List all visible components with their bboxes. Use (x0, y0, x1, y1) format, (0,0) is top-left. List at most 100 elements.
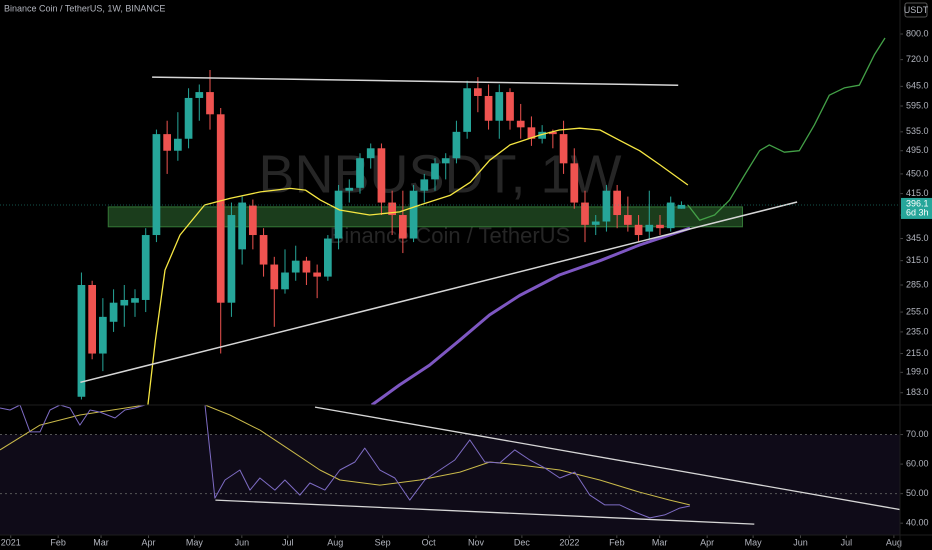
x-tick-label: Feb (50, 537, 66, 547)
x-tick-label: Sep (375, 537, 391, 547)
candle-body (602, 190, 611, 222)
candle-body (313, 272, 321, 277)
y-tick-label: 345.0 (906, 233, 929, 243)
candle-body (570, 163, 579, 203)
axes: 800.0 720.0 645.0 595.0 535.0 495.0 450.0 415.0… (1, 28, 932, 547)
overlay-line (370, 226, 691, 405)
candle-body (302, 260, 311, 273)
rsi-trendline (215, 499, 755, 525)
rsi-trendline (314, 406, 900, 511)
candle-body (463, 88, 471, 132)
overlay-line (147, 127, 689, 405)
candle-body (206, 92, 214, 115)
x-tick-label: Jul (282, 537, 294, 547)
candle-body (249, 205, 257, 236)
candle-body (77, 284, 86, 397)
candle-body (152, 134, 161, 236)
candle-body (366, 148, 375, 159)
candle-body (141, 235, 150, 300)
candle-body (131, 298, 139, 303)
y-tick-label: 415.0 (906, 188, 929, 198)
candle-body (345, 187, 354, 191)
rsi-band (0, 434, 900, 535)
candle-body (495, 92, 504, 121)
y-tick-label: 535.0 (906, 126, 929, 136)
last-price-tag (901, 197, 932, 219)
candle-body (527, 127, 536, 139)
candle-body (216, 114, 225, 303)
y-tick-label: 595.0 (906, 100, 929, 110)
candle-body (195, 92, 204, 98)
candle-body (581, 202, 589, 225)
y-tick-label: 285.0 (906, 279, 929, 289)
zone (107, 206, 743, 228)
rsi-y-tick-label: 50.00 (906, 488, 929, 498)
candle-body (645, 224, 654, 232)
x-tick-label: Feb (609, 537, 625, 547)
candle-body (409, 190, 418, 239)
price-pane (0, 37, 900, 405)
candle-body (259, 235, 268, 265)
candle-body (163, 134, 171, 151)
x-tick-label: Aug (886, 537, 902, 547)
candle-body (484, 95, 493, 121)
x-tick-label: Dec (514, 537, 531, 547)
candle-body (238, 202, 246, 250)
rsi-line (0, 405, 690, 519)
x-tick-label: May (186, 537, 204, 547)
overlay-line (80, 201, 798, 384)
y-tick-label: 720.0 (906, 54, 929, 64)
candle-body (441, 158, 450, 164)
candle-body (377, 148, 386, 203)
y-tick-label: 450.0 (906, 168, 929, 178)
y-tick-label: 495.0 (906, 145, 929, 155)
candle-body (291, 260, 300, 273)
candle-body (227, 215, 236, 303)
x-tick-label: Mar (652, 537, 668, 547)
chart-title: Binance Coin / TetherUS, 1W, BINANCE (4, 3, 165, 13)
candle-body (88, 284, 96, 354)
rsi-ma-line (0, 405, 690, 506)
candle-body (270, 264, 279, 290)
candle-body (516, 120, 525, 128)
candle-body (634, 224, 643, 236)
y-tick-label: 255.0 (906, 306, 929, 316)
candle-body (549, 131, 557, 135)
currency: USDT (904, 5, 929, 15)
candle-body (506, 92, 514, 121)
x-tick-label: Mar (93, 537, 109, 547)
y-tick-label: 800.0 (906, 28, 929, 38)
y-tick-label: 235.0 (906, 326, 929, 336)
candle-body (356, 158, 364, 188)
x-tick-label: Apr (700, 537, 714, 547)
candle-body (677, 204, 686, 209)
candle-body (613, 190, 621, 216)
candle-body (99, 316, 107, 354)
candle-body (656, 224, 664, 229)
x-tick-label: Jun (793, 537, 808, 547)
candle-body (452, 131, 461, 159)
y-tick-label: 645.0 (906, 81, 929, 91)
x-tick-label: Jul (841, 537, 853, 547)
x-tick-label: Nov (468, 537, 485, 547)
y-tick-label: 315.0 (906, 255, 929, 265)
candle-body (184, 97, 193, 139)
x-tick-label: Jun (235, 537, 250, 547)
candle-body (538, 131, 546, 139)
y-tick-label: 199.0 (906, 367, 929, 377)
overlay-line (152, 76, 679, 86)
y-tick-label: 183.0 (906, 387, 929, 397)
candle-body (666, 202, 675, 229)
x-tick-label: Oct (422, 537, 437, 547)
candle-body (109, 302, 118, 322)
candle-body (324, 238, 332, 277)
candle-body (591, 221, 600, 225)
candle-body (120, 299, 129, 306)
rsi-y-tick-label: 70.00 (906, 429, 929, 439)
candle-body (334, 190, 343, 239)
candle-body (399, 215, 407, 239)
candle-body (624, 215, 632, 225)
overlay-line (687, 37, 886, 221)
countdown: 6d 3h (906, 207, 929, 217)
